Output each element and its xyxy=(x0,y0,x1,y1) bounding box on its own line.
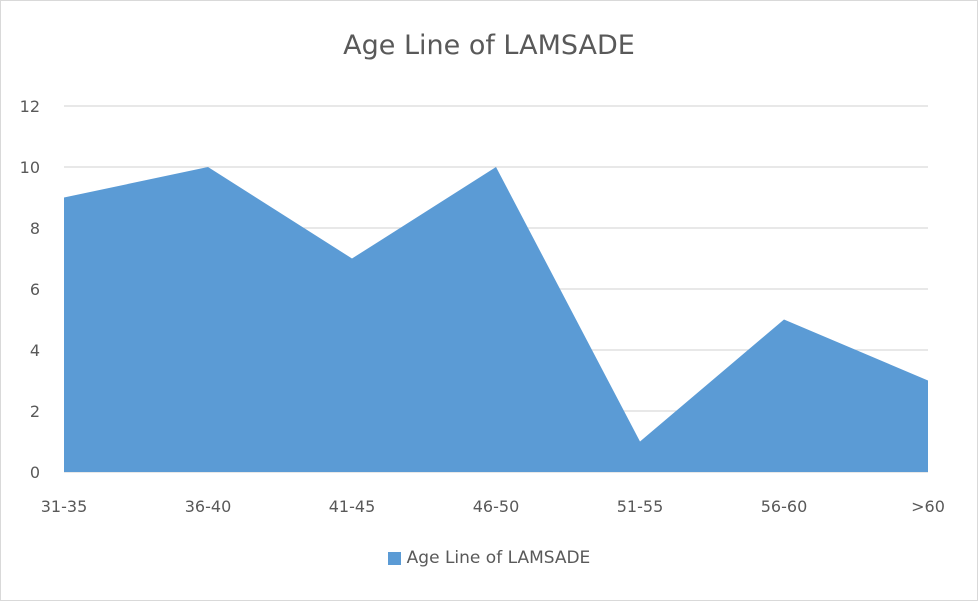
y-tick-label: 0 xyxy=(30,463,40,482)
x-tick-label: 46-50 xyxy=(473,497,520,516)
x-axis-ticks: 31-35 36-40 41-45 46-50 51-55 56-60 >60 xyxy=(41,497,945,516)
x-tick-label: 51-55 xyxy=(617,497,664,516)
y-axis-ticks: 0 2 4 6 8 10 12 xyxy=(20,97,40,482)
y-tick-label: 4 xyxy=(30,341,40,360)
x-tick-label: 31-35 xyxy=(41,497,88,516)
legend-swatch xyxy=(387,551,401,565)
area-fill xyxy=(64,167,928,472)
y-tick-label: 10 xyxy=(20,158,40,177)
x-tick-label: 56-60 xyxy=(761,497,808,516)
y-tick-label: 2 xyxy=(30,402,40,421)
x-tick-label: >60 xyxy=(911,497,945,516)
chart-title: Age Line of LAMSADE xyxy=(343,30,635,61)
y-tick-label: 12 xyxy=(20,97,40,116)
area-series xyxy=(64,167,928,472)
y-tick-label: 6 xyxy=(30,280,40,299)
x-tick-label: 41-45 xyxy=(329,497,376,516)
legend: Age Line of LAMSADE xyxy=(0,548,978,568)
x-tick-label: 36-40 xyxy=(185,497,232,516)
legend-label: Age Line of LAMSADE xyxy=(406,548,591,568)
y-tick-label: 8 xyxy=(30,219,40,238)
